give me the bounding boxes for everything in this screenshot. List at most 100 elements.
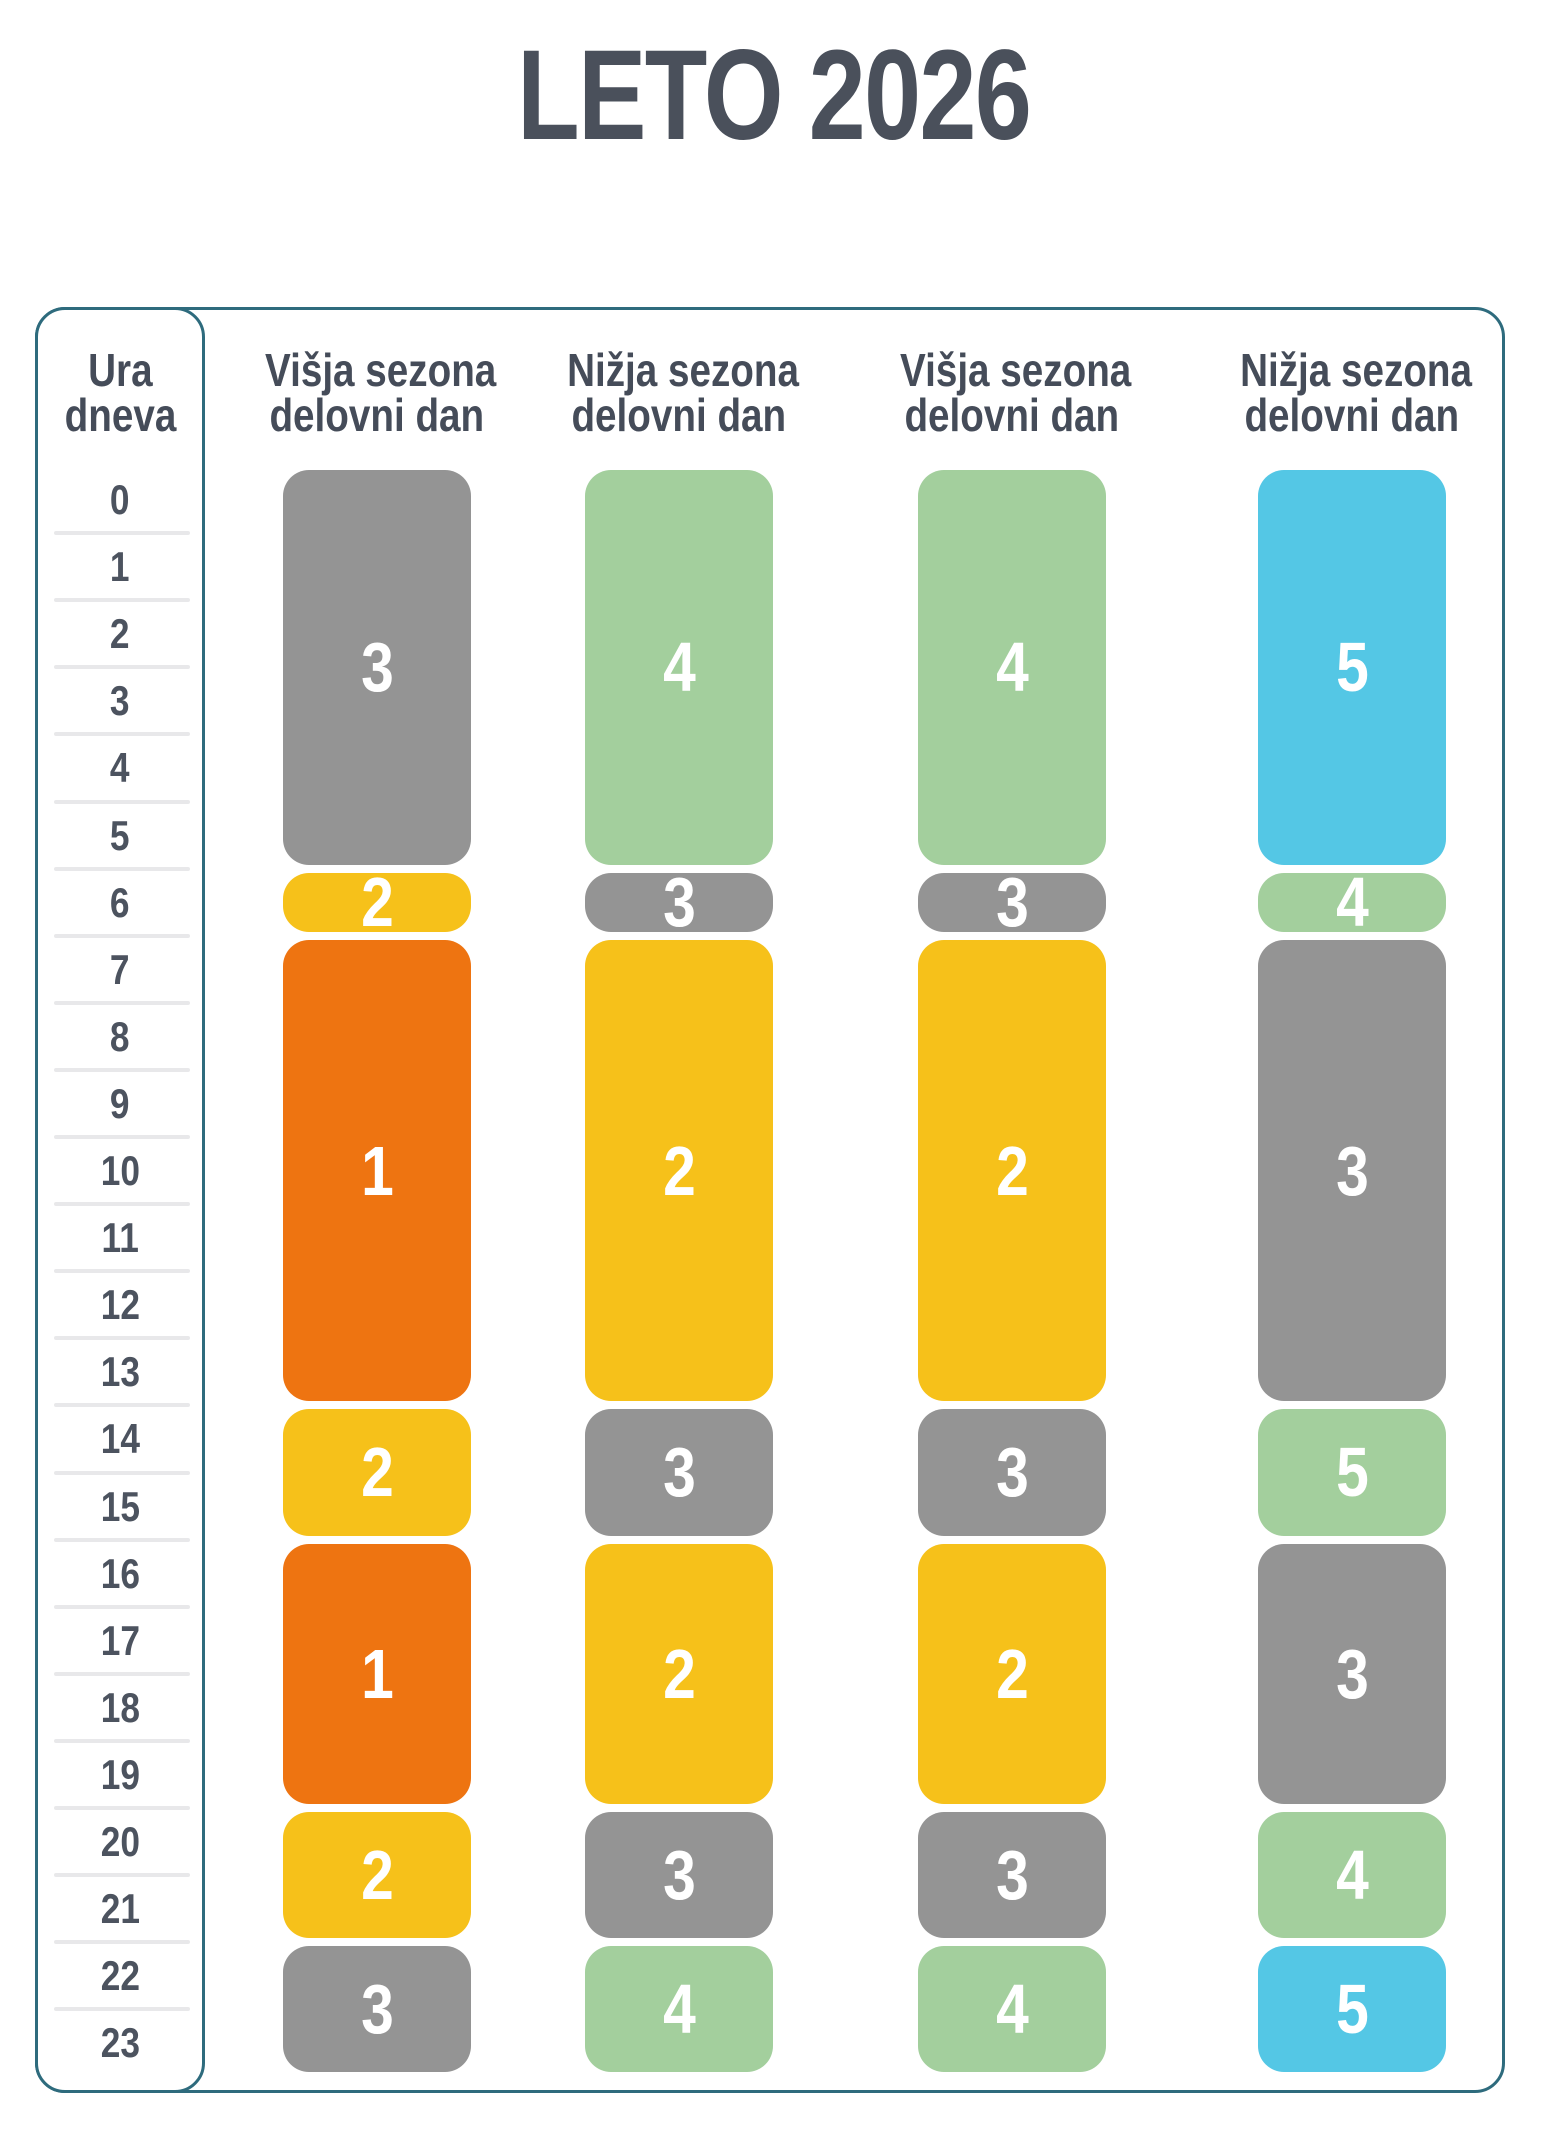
block-value: 3 [662,863,696,942]
block-value: 5 [1335,1433,1369,1512]
row-separator [54,1135,190,1139]
hour-label-text: 8 [110,1012,130,1060]
row-separator [54,1806,190,1810]
block-value: 2 [995,1131,1029,1210]
hour-label-text: 22 [100,1952,140,2000]
tariff-block: 4 [585,470,773,865]
column-header-line2: delovni dan [571,389,787,441]
hour-label-text: 4 [110,744,130,792]
hour-label: 14 [38,1405,202,1472]
tariff-block: 5 [1258,470,1446,865]
hour-label-text: 21 [100,1885,140,1933]
block-value: 3 [1335,1131,1369,1210]
column-header: Višja sezona delovni dan [243,344,511,438]
column-header-line1: Nižja sezona [567,344,800,396]
column-header-line2: delovni dan [1244,389,1460,441]
block-value: 3 [662,1433,696,1512]
hour-label-text: 6 [110,878,130,926]
hour-label: 18 [38,1674,202,1741]
hour-label-text: 16 [100,1549,140,1597]
hour-label: 2 [38,600,202,667]
column-header: Višja sezona delovni dan [878,347,1146,438]
hour-label: 5 [38,802,202,869]
tariff-block: 3 [585,1409,773,1536]
block-value: 5 [1335,628,1369,707]
tariff-block: 2 [585,1543,773,1804]
tariff-block: 3 [918,863,1106,941]
hour-label: 13 [38,1338,202,1405]
hours-header-line1: Ura [87,344,153,396]
tariff-block: 2 [283,1812,471,1939]
block-value: 4 [995,628,1029,707]
row-separator [54,1269,190,1274]
block-value: 4 [1335,1836,1369,1915]
page-title: LETO 2026 [0,22,1548,169]
tariff-block: 5 [1258,1946,1446,2073]
hour-label: 16 [38,1540,202,1607]
block-value: 4 [1335,863,1369,942]
hour-label-text: 13 [100,1348,140,1396]
tariff-block: 3 [585,863,773,941]
row-separator [54,1202,190,1207]
row-separator [54,1604,190,1609]
block-value: 2 [360,863,394,942]
hour-label: 11 [38,1204,202,1271]
block-value: 3 [662,1836,696,1915]
hour-label: 12 [38,1271,202,1338]
block-value: 3 [360,628,394,707]
tariff-block: 4 [1258,1812,1446,1939]
tariff-block: 3 [1258,1543,1446,1804]
row-separator [54,732,190,737]
hour-label-text: 17 [100,1616,140,1664]
tariff-block: 2 [283,863,471,941]
hour-label-text: 5 [110,811,130,859]
row-separator [54,665,190,670]
tariff-block: 3 [283,470,471,865]
hour-label-text: 1 [110,543,130,591]
hour-label-text: 23 [100,2019,140,2067]
tariff-block: 2 [918,939,1106,1402]
row-separator [54,1000,190,1005]
hour-label: 17 [38,1607,202,1674]
block-value: 2 [995,1634,1029,1713]
row-separator [54,598,190,603]
tariff-block: 3 [918,1812,1106,1939]
hour-label: 22 [38,1942,202,2009]
row-separator [54,1336,190,1341]
block-value: 3 [995,1836,1029,1915]
hour-label: 9 [38,1070,202,1137]
hour-label: 8 [38,1003,202,1070]
tariff-block: 4 [918,470,1106,865]
tariff-block: 2 [585,939,773,1402]
hour-label-text: 9 [110,1079,130,1127]
hour-label: 1 [38,533,202,600]
block-value: 3 [360,1970,394,2049]
block-value: 4 [995,1970,1029,2049]
row-separator [54,1671,190,1676]
row-separator [54,866,190,871]
row-separator [54,1940,190,1945]
block-value: 1 [360,1634,394,1713]
hour-label: 3 [38,667,202,734]
column-header-line1: Višja sezona [265,344,497,396]
tariff-block: 1 [283,1543,471,1804]
hour-label-text: 14 [100,1415,140,1463]
hours-column: Ura dneva 0 1 2 3 4 5 6 7 8 9 10 11 12 13 14 15 16 17 18 19… [35,307,205,2093]
tariff-block: 4 [1258,863,1446,941]
tariff-block: 3 [283,1946,471,2073]
hour-label-text: 11 [101,1214,139,1262]
tariff-block: 1 [283,939,471,1402]
hour-label: 6 [38,869,202,936]
block-value: 2 [360,1433,394,1512]
hour-label-text: 10 [100,1147,140,1194]
tariff-block: 4 [585,1946,773,2073]
hour-label-text: 19 [100,1750,140,1798]
block-value: 4 [662,628,696,707]
row-separator [54,1067,190,1072]
tariff-block: 5 [1258,1409,1446,1536]
row-separator [54,1470,190,1475]
hour-label: 21 [38,1875,202,1942]
block-value: 2 [662,1131,696,1210]
hour-label: 7 [38,936,202,1003]
column-header: Nižja sezona delovni dan [1218,347,1486,441]
